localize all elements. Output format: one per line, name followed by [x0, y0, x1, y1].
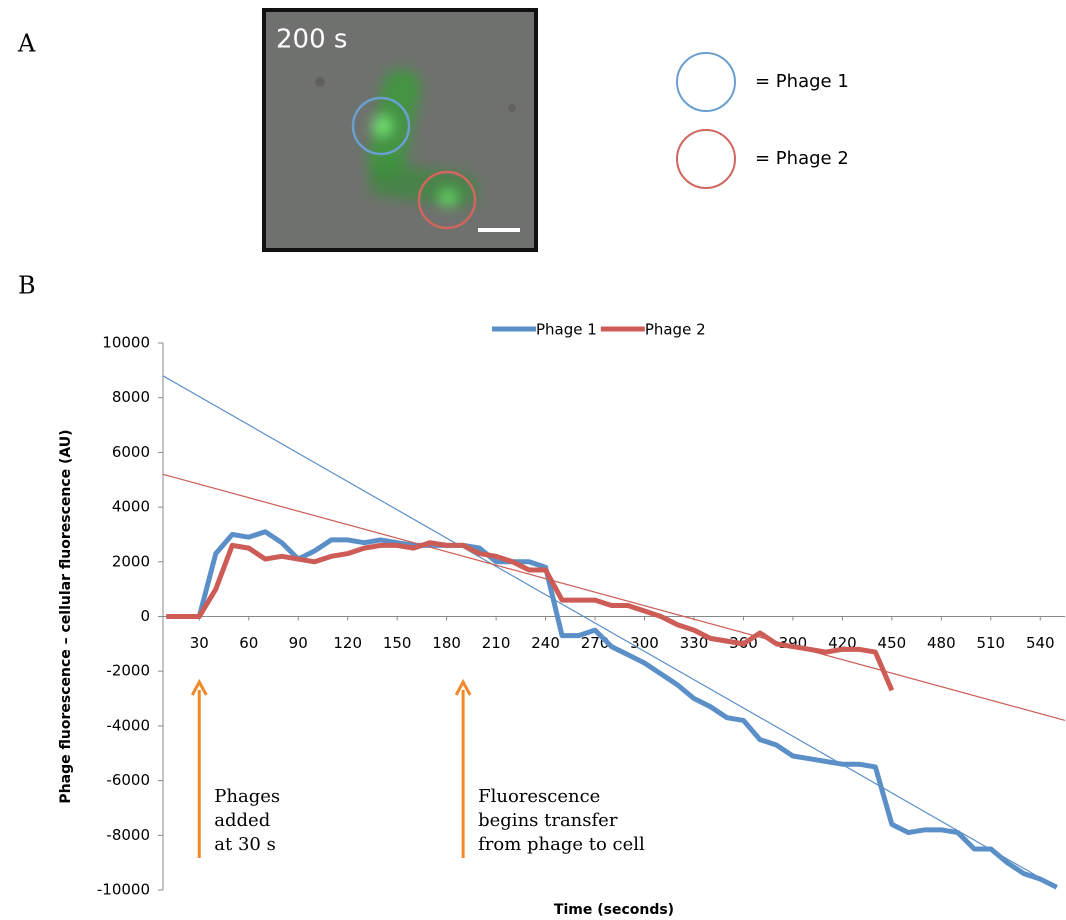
annotation-text: Fluorescence: [478, 786, 600, 807]
x-tick-label: 540: [1026, 634, 1055, 652]
y-tick-label: 6000: [112, 443, 150, 461]
x-tick-label: 240: [531, 634, 560, 652]
x-tick-label: 120: [333, 634, 362, 652]
x-tick-label: 480: [927, 634, 956, 652]
legend-label: Phage 1: [536, 321, 597, 339]
y-tick-label: 8000: [112, 388, 150, 406]
x-tick-label: 60: [239, 634, 258, 652]
x-tick-label: 90: [289, 634, 308, 652]
trendline: [163, 474, 1065, 720]
x-axis-title: Time (seconds): [554, 902, 674, 918]
y-axis-title: Phage fluorescence – cellular fluorescen…: [58, 429, 74, 803]
timestamp: 200 s: [276, 25, 347, 55]
legend-text: = Phage 1: [755, 71, 849, 92]
image-legend: = Phage 1 = Phage 2: [677, 53, 849, 188]
y-tick-label: 10000: [102, 334, 150, 352]
annotation-text: at 30 s: [214, 834, 276, 855]
x-tick-label: 510: [976, 634, 1005, 652]
x-tick-label: 300: [630, 634, 659, 652]
x-tick-label: 150: [383, 634, 412, 652]
legend-text: = Phage 2: [755, 148, 849, 169]
page: A B 200 s = Phage 1 = Phage 2 -10000 -800…: [0, 0, 1066, 920]
y-tick-label: -10000: [97, 881, 150, 899]
x-tick-label: 450: [878, 634, 907, 652]
annotation-text: begins transfer: [478, 810, 618, 831]
panel-label: A: [17, 30, 36, 58]
x-tick-label: 30: [190, 634, 209, 652]
legend-label: Phage 2: [645, 321, 706, 339]
annotation-text: from phage to cell: [478, 834, 645, 855]
y-tick-label: -2000: [106, 662, 150, 680]
y-tick-label: 4000: [112, 498, 150, 516]
chart: -10000 -8000 -6000 -4000 -2000 0 2000 4000 6000 8…: [58, 321, 1065, 919]
y-tick-label: -4000: [106, 716, 150, 734]
y-tick-label: 0: [140, 607, 150, 625]
y-tick-label: -8000: [106, 826, 150, 844]
micrograph: 200 s: [262, 8, 538, 252]
annotation-text: Phages: [214, 786, 280, 807]
panel-label: B: [18, 272, 36, 300]
x-tick-label: 180: [432, 634, 461, 652]
y-tick-label: -6000: [106, 771, 150, 789]
x-tick-label: 210: [482, 634, 511, 652]
annotation-text: added: [214, 810, 270, 831]
y-tick-label: 2000: [112, 552, 150, 570]
